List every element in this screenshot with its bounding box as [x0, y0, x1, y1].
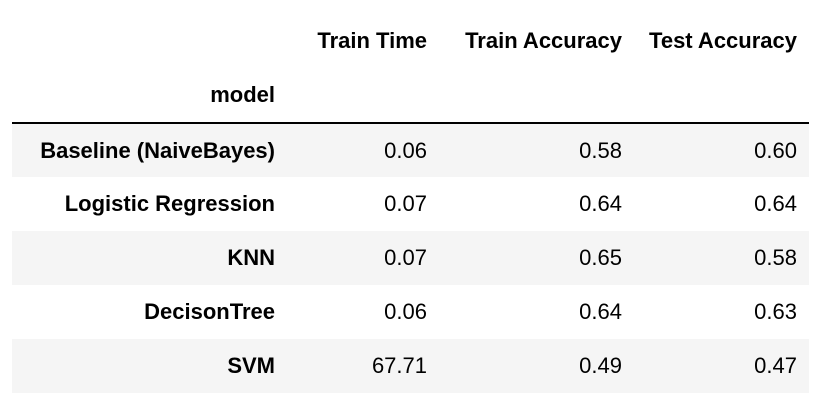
cell-train-time: 0.07	[384, 245, 427, 270]
cell-train-time: 67.71	[371, 353, 427, 378]
column-header-train-accuracy: Train Accuracy	[465, 28, 622, 53]
cell-train-accuracy: 0.65	[579, 245, 622, 270]
cell-train-accuracy: 0.64	[579, 191, 622, 216]
table-row: KNN 0.07 0.65 0.58	[12, 231, 809, 285]
table-row: Baseline (NaiveBayes) 0.06 0.58 0.60	[12, 123, 809, 177]
cell-test-accuracy: 0.60	[754, 137, 797, 163]
row-label: DecisonTree	[144, 299, 275, 324]
cell-test-accuracy: 0.64	[754, 191, 797, 216]
row-label: Baseline (NaiveBayes)	[40, 137, 275, 163]
index-name-header: model	[210, 82, 275, 107]
dataframe-output: Train Time Train Accuracy Test Accuracy …	[12, 14, 809, 393]
header-blank-cell	[12, 14, 287, 68]
index-name-filler	[439, 68, 634, 123]
cell-train-accuracy: 0.49	[579, 353, 622, 378]
cell-train-accuracy: 0.58	[579, 137, 622, 163]
cell-train-time: 0.06	[384, 299, 427, 324]
index-name-filler	[287, 68, 439, 123]
cell-train-accuracy: 0.64	[579, 299, 622, 324]
cell-test-accuracy: 0.47	[754, 353, 797, 378]
table-row: SVM 67.71 0.49 0.47	[12, 339, 809, 393]
column-header-row: Train Time Train Accuracy Test Accuracy	[12, 14, 809, 68]
cell-test-accuracy: 0.58	[754, 245, 797, 270]
results-table: Train Time Train Accuracy Test Accuracy …	[12, 14, 809, 393]
column-header-train-time: Train Time	[317, 28, 427, 53]
table-row: Logistic Regression 0.07 0.64 0.64	[12, 177, 809, 231]
cell-train-time: 0.06	[384, 137, 427, 163]
row-label: SVM	[227, 353, 275, 378]
table-header: Train Time Train Accuracy Test Accuracy …	[12, 14, 809, 123]
index-name-filler	[634, 68, 809, 123]
table-row: DecisonTree 0.06 0.64 0.63	[12, 285, 809, 339]
column-header-test-accuracy: Test Accuracy	[649, 28, 797, 53]
cell-train-time: 0.07	[384, 191, 427, 216]
table-body: Baseline (NaiveBayes) 0.06 0.58 0.60 Log…	[12, 123, 809, 393]
row-label: Logistic Regression	[64, 191, 275, 216]
row-label: KNN	[227, 245, 275, 270]
cell-test-accuracy: 0.63	[754, 299, 797, 324]
index-name-row: model	[12, 68, 809, 123]
